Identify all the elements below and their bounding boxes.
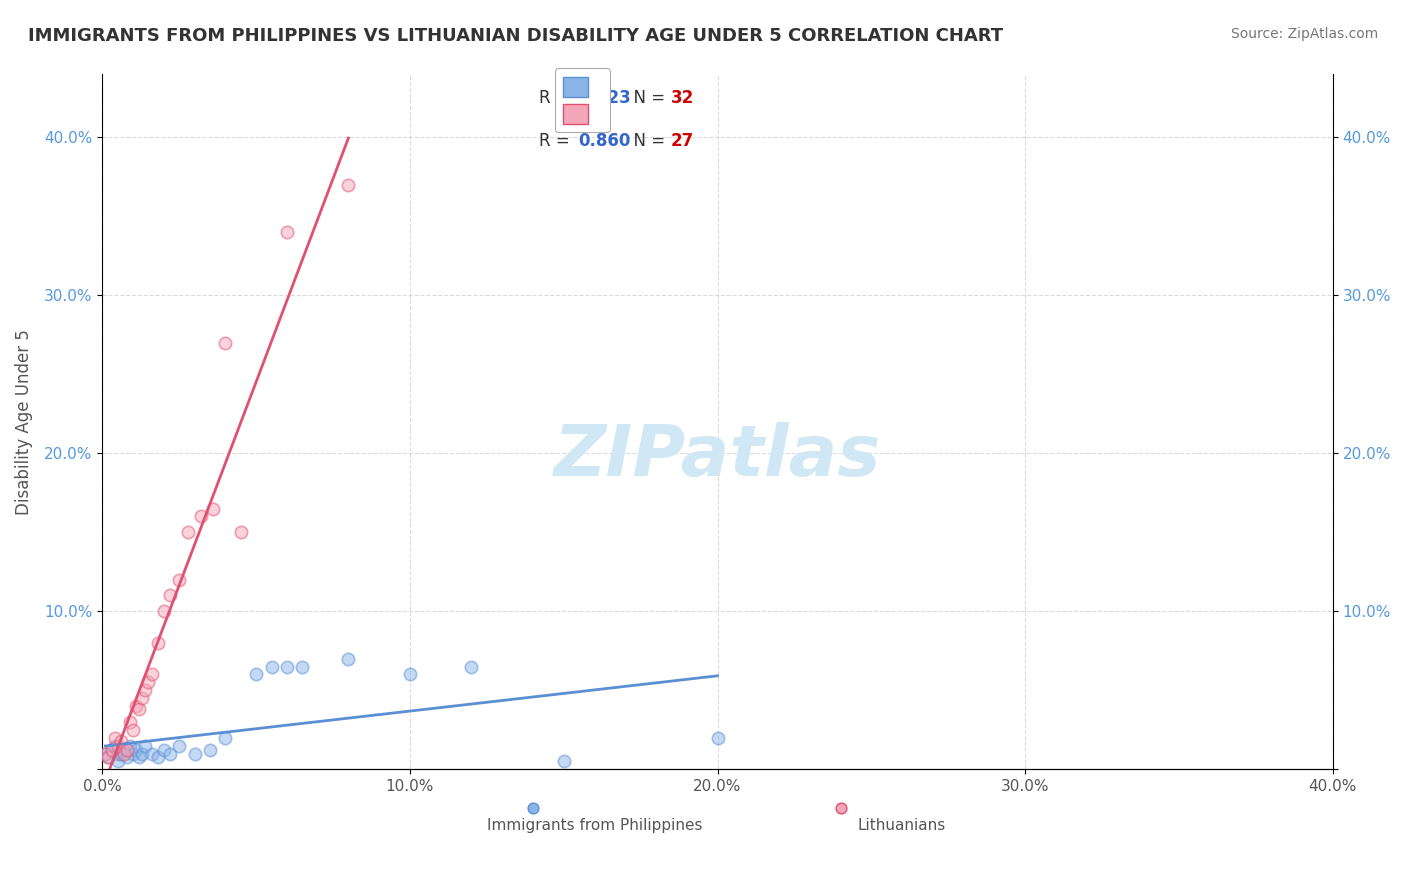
Point — [110, 734, 132, 748]
Point — [122, 747, 145, 761]
Legend: , : , — [555, 69, 610, 132]
Point — [141, 747, 163, 761]
Point — [94, 747, 117, 761]
Point — [167, 739, 190, 753]
Point — [104, 731, 127, 745]
Point — [134, 683, 156, 698]
Point — [134, 739, 156, 753]
Point — [202, 501, 225, 516]
Text: Source: ZipAtlas.com: Source: ZipAtlas.com — [1230, 27, 1378, 41]
Point — [122, 723, 145, 737]
Point — [337, 651, 360, 665]
Point — [245, 667, 267, 681]
Point — [229, 525, 252, 540]
Point — [214, 335, 236, 350]
Point — [146, 749, 169, 764]
Point — [110, 747, 132, 761]
Point — [118, 739, 141, 753]
Point — [183, 747, 205, 761]
Point — [115, 749, 138, 764]
Point — [291, 659, 314, 673]
Point — [131, 691, 153, 706]
Text: 27: 27 — [671, 132, 695, 151]
Text: 32: 32 — [671, 89, 695, 107]
Text: R =: R = — [538, 132, 575, 151]
Point — [167, 573, 190, 587]
Point — [159, 747, 181, 761]
Point — [107, 755, 129, 769]
Point — [198, 743, 221, 757]
Point — [107, 739, 129, 753]
Point — [104, 739, 127, 753]
Point — [118, 714, 141, 729]
Point — [1168, 849, 1191, 863]
Point — [190, 509, 212, 524]
Point — [153, 743, 176, 757]
Point — [706, 731, 728, 745]
Text: N =: N = — [623, 132, 671, 151]
Point — [115, 743, 138, 757]
Point — [112, 743, 135, 757]
Point — [128, 749, 150, 764]
Point — [460, 659, 482, 673]
Text: Lithuanians: Lithuanians — [858, 818, 946, 833]
Point — [97, 749, 120, 764]
Point — [125, 743, 148, 757]
Point — [128, 702, 150, 716]
Text: 0.223: 0.223 — [578, 89, 631, 107]
Text: IMMIGRANTS FROM PHILIPPINES VS LITHUANIAN DISABILITY AGE UNDER 5 CORRELATION CHA: IMMIGRANTS FROM PHILIPPINES VS LITHUANIA… — [28, 27, 1004, 45]
Point — [100, 743, 122, 757]
Text: N =: N = — [623, 89, 671, 107]
Point — [553, 755, 575, 769]
Point — [399, 667, 422, 681]
Point — [214, 731, 236, 745]
Point — [125, 699, 148, 714]
Point — [153, 604, 176, 618]
Text: Immigrants from Philippines: Immigrants from Philippines — [486, 818, 702, 833]
Point — [276, 659, 298, 673]
Point — [276, 225, 298, 239]
Point — [260, 659, 283, 673]
Point — [141, 667, 163, 681]
Point — [100, 743, 122, 757]
Point — [159, 589, 181, 603]
Point — [138, 675, 160, 690]
Y-axis label: Disability Age Under 5: Disability Age Under 5 — [15, 328, 32, 515]
Point — [337, 178, 360, 192]
Point — [97, 749, 120, 764]
Text: ZIPatlas: ZIPatlas — [554, 422, 882, 491]
Point — [177, 525, 200, 540]
Point — [131, 747, 153, 761]
Text: 0.860: 0.860 — [578, 132, 631, 151]
Point — [112, 747, 135, 761]
Point — [107, 747, 129, 761]
Point — [146, 636, 169, 650]
Point — [94, 747, 117, 761]
Text: R =: R = — [538, 89, 575, 107]
